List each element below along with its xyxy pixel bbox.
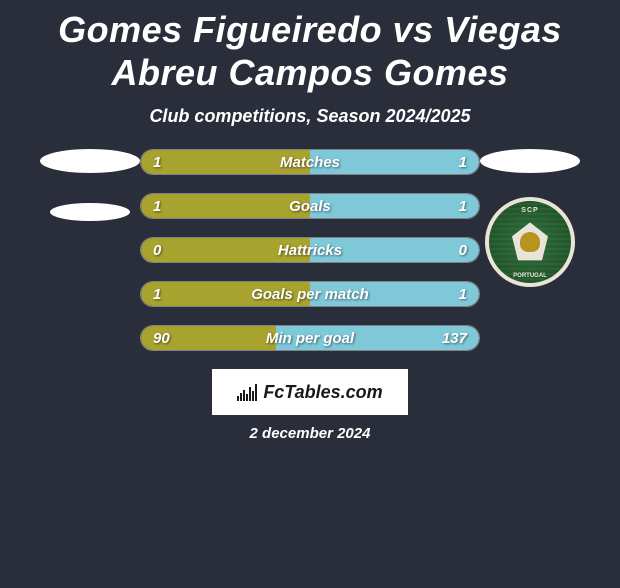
logo-lion-icon bbox=[520, 232, 540, 252]
stat-value-right: 1 bbox=[459, 198, 467, 215]
sporting-cp-logo: SCP PORTUGAL bbox=[485, 197, 575, 287]
stat-label: Goals per match bbox=[141, 286, 479, 303]
comparison-title: Gomes Figueiredo vs Viegas Abreu Campos … bbox=[10, 8, 610, 94]
stat-bar-goals-per-match: 1Goals per match1 bbox=[140, 281, 480, 307]
stat-bar-min-per-goal: 90Min per goal137 bbox=[140, 325, 480, 351]
player-right-column: SCP PORTUGAL bbox=[480, 149, 580, 351]
stat-value-right: 137 bbox=[442, 330, 467, 347]
comparison-date: 2 december 2024 bbox=[10, 425, 610, 442]
stat-label: Goals bbox=[141, 198, 479, 215]
stat-label: Min per goal bbox=[141, 330, 479, 347]
stat-bar-hattricks: 0Hattricks0 bbox=[140, 237, 480, 263]
brand-badge[interactable]: FcTables.com bbox=[212, 369, 408, 415]
stats-area: 1Matches11Goals10Hattricks01Goals per ma… bbox=[10, 149, 610, 351]
player-left-club-placeholder bbox=[50, 203, 130, 221]
stat-label: Matches bbox=[141, 154, 479, 171]
player-left-photo-placeholder bbox=[40, 149, 140, 173]
stat-bars: 1Matches11Goals10Hattricks01Goals per ma… bbox=[140, 149, 480, 351]
bar-chart-icon bbox=[237, 383, 257, 401]
logo-bottom-text: PORTUGAL bbox=[513, 273, 547, 279]
player-left-column bbox=[40, 149, 140, 351]
player-right-photo-placeholder bbox=[480, 149, 580, 173]
stat-value-right: 0 bbox=[459, 242, 467, 259]
stat-label: Hattricks bbox=[141, 242, 479, 259]
comparison-subtitle: Club competitions, Season 2024/2025 bbox=[10, 106, 610, 127]
brand-name: FcTables.com bbox=[263, 382, 382, 403]
logo-arc-text: SCP bbox=[521, 207, 538, 214]
stat-value-right: 1 bbox=[459, 154, 467, 171]
stat-bar-matches: 1Matches1 bbox=[140, 149, 480, 175]
stat-value-right: 1 bbox=[459, 286, 467, 303]
stat-bar-goals: 1Goals1 bbox=[140, 193, 480, 219]
